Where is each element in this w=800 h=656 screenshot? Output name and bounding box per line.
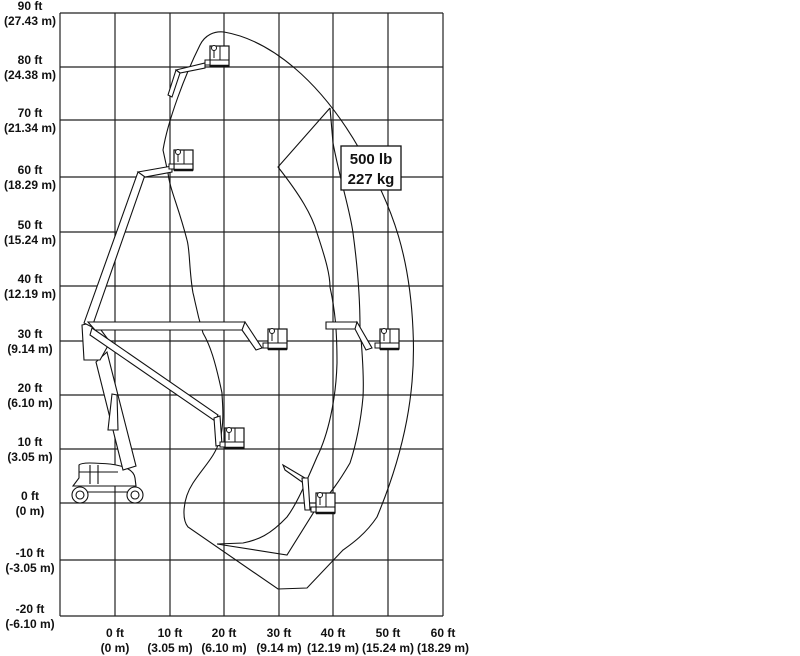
capacity-kg: 227 kg — [348, 171, 395, 188]
x-label-m: (9.14 m) — [256, 641, 301, 655]
y-label-ft: -10 ft — [16, 546, 45, 560]
x-label-ft: 50 ft — [376, 626, 401, 640]
x-label-m: (0 m) — [101, 641, 130, 655]
x-label-m: (15.24 m) — [362, 641, 414, 655]
axis-labels: 90 ft(27.43 m) 80 ft(24.38 m) 70 ft(21.34 … — [4, 0, 469, 655]
y-label-m: (15.24 m) — [4, 233, 56, 247]
platform-basket — [204, 45, 230, 68]
y-label-ft: 20 ft — [18, 381, 43, 395]
x-label-m: (18.29 m) — [417, 641, 469, 655]
y-label-ft: 10 ft — [18, 435, 43, 449]
y-label-m: (24.38 m) — [4, 68, 56, 82]
platform-basket — [310, 492, 336, 515]
y-label-ft: 40 ft — [18, 272, 43, 286]
working-envelope — [162, 31, 414, 590]
y-label-ft: 60 ft — [18, 163, 43, 177]
y-label-ft: 70 ft — [18, 106, 43, 120]
x-label-ft: 10 ft — [158, 626, 183, 640]
y-label-ft: 80 ft — [18, 53, 43, 67]
chassis — [71, 462, 137, 487]
y-label-ft: -20 ft — [16, 602, 45, 616]
x-label-ft: 30 ft — [267, 626, 292, 640]
y-label-m: (27.43 m) — [4, 14, 56, 28]
y-label-m: (12.19 m) — [4, 287, 56, 301]
y-label-ft: 0 ft — [21, 489, 39, 503]
x-label-ft: 60 ft — [431, 626, 456, 640]
y-label-ft: 30 ft — [18, 327, 43, 341]
y-label-m: (-6.10 m) — [5, 617, 54, 631]
y-label-m: (-3.05 m) — [5, 561, 54, 575]
y-label-m: (21.34 m) — [4, 121, 56, 135]
boom-positions — [83, 62, 373, 511]
envelope-outer — [162, 31, 414, 590]
machine-base — [71, 321, 144, 504]
y-label-ft: 90 ft — [18, 0, 43, 13]
platform-basket — [168, 149, 194, 172]
x-label-ft: 40 ft — [321, 626, 346, 640]
y-label-m: (0 m) — [16, 504, 45, 518]
boom-horizontal — [86, 321, 246, 331]
y-label-m: (18.29 m) — [4, 178, 56, 192]
y-label-m: (6.10 m) — [7, 396, 52, 410]
y-label-m: (3.05 m) — [7, 450, 52, 464]
y-label-ft: 50 ft — [18, 218, 43, 232]
capacity-label: 500 lb 227 kg — [340, 145, 402, 191]
platform-basket — [262, 328, 288, 351]
platform-basket — [374, 328, 400, 351]
y-label-m: (9.14 m) — [7, 342, 52, 356]
capacity-lb: 500 lb — [350, 151, 393, 168]
platform-basket — [219, 427, 245, 450]
x-label-ft: 0 ft — [106, 626, 124, 640]
x-label-m: (12.19 m) — [307, 641, 359, 655]
x-label-m: (3.05 m) — [147, 641, 192, 655]
envelope-inner-1 — [216, 107, 338, 545]
platforms — [168, 45, 400, 515]
envelope-inner-2 — [216, 107, 364, 556]
grid — [59, 12, 444, 617]
x-label-ft: 20 ft — [212, 626, 237, 640]
x-label-m: (6.10 m) — [201, 641, 246, 655]
